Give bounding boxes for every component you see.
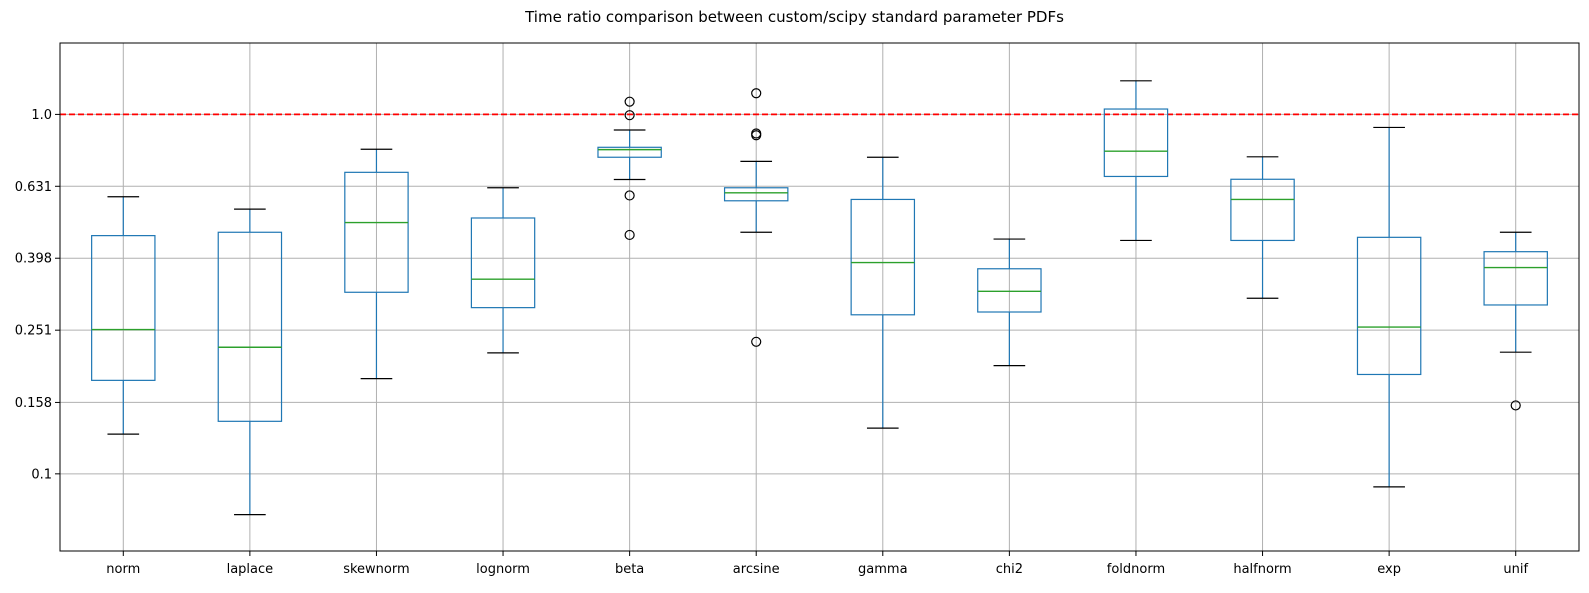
box-gamma [850,156,916,429]
plot-frame [59,42,1580,552]
box-unif [1483,231,1548,411]
y-tick-label: 0.1 [31,467,52,482]
iqr-box [1356,236,1422,376]
x-tick-label: lognorm [476,562,530,577]
outlier-point [624,229,635,241]
x-axis-ticks: norm laplace skewnorm lognorm beta arcsine gam… [106,551,1528,577]
outlier-point [624,190,635,201]
x-tick-label: skewnorm [343,562,409,577]
box-foldnorm [1103,80,1169,242]
iqr-box [977,268,1042,313]
x-tick-label: exp [1377,562,1401,577]
box-halfnorm [1230,156,1295,299]
y-tick-label: 0.158 [15,396,52,411]
iqr-box [850,198,916,316]
box-chi2 [977,238,1042,367]
iqr-box [217,231,283,422]
box-arcsine [723,88,789,347]
chart-title: Time ratio comparison between custom/sci… [524,8,1064,26]
iqr-box [1230,178,1295,242]
x-tick-label: unif [1503,562,1528,577]
x-tick-label: foldnorm [1107,562,1165,577]
box-laplace [217,208,283,516]
y-tick-label: 0.251 [15,324,52,339]
y-tick-label: 1.0 [31,108,52,123]
iqr-box [1103,108,1169,178]
grid-lines [60,43,1579,551]
iqr-box [1483,251,1548,306]
iqr-box [470,217,536,309]
box-beta [597,96,662,241]
iqr-box [597,146,662,158]
x-tick-label: laplace [227,562,274,577]
outlier-point [624,110,635,121]
y-tick-label: 0.631 [15,180,52,195]
y-axis-ticks: 0.1 0.158 0.251 0.398 0.631 1.0 [15,108,60,482]
box-lognorm [470,187,536,354]
outlier-point [751,88,762,99]
outlier-point [624,96,635,107]
iqr-box [723,187,789,202]
box-exp [1356,126,1422,488]
x-tick-label: beta [615,562,644,577]
box-norm [91,196,156,435]
x-tick-label: norm [106,562,140,577]
box-skewnorm [344,148,409,380]
iqr-box [91,235,156,381]
x-tick-label: arcsine [733,562,780,577]
y-tick-label: 0.398 [15,252,52,267]
x-tick-label: chi2 [996,562,1023,577]
boxes-layer [91,80,1548,516]
x-tick-label: gamma [858,562,908,577]
iqr-box [344,171,409,293]
outlier-point [1510,400,1521,411]
outlier-point [751,336,762,347]
outlier-point [751,130,762,141]
x-tick-label: halfnorm [1233,562,1291,577]
